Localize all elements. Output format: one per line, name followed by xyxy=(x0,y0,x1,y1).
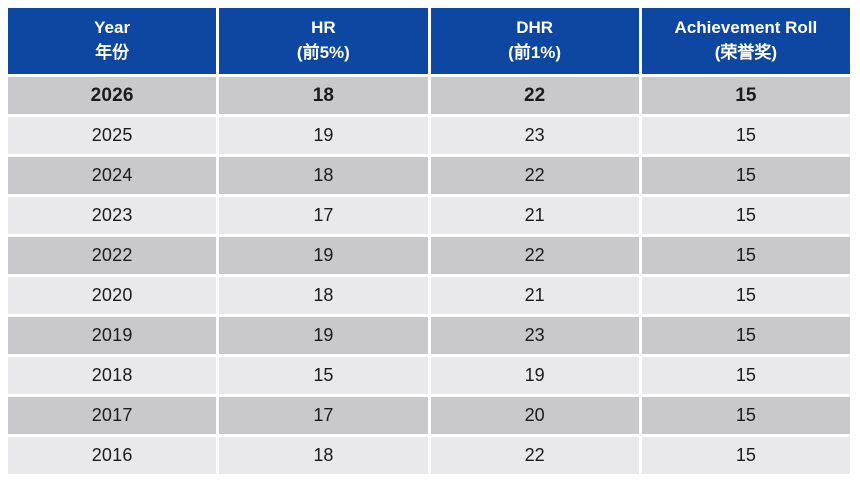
roll-cell: 15 xyxy=(641,237,850,274)
year-cell: 2016 xyxy=(8,437,217,474)
year-cell: 2026 xyxy=(8,77,217,114)
dhr-cell: 23 xyxy=(430,317,639,354)
dhr-cell: 21 xyxy=(430,277,639,314)
year-cell: 2024 xyxy=(8,157,217,194)
col-header-dhr-zh: (前1%) xyxy=(508,43,562,62)
roll-cell: 15 xyxy=(641,277,850,314)
col-header-year-en: Year xyxy=(94,18,131,38)
year-cell: 2019 xyxy=(8,317,217,354)
hr-cell: 17 xyxy=(219,397,428,434)
roll-cell: 15 xyxy=(641,397,850,434)
year-cell: 2017 xyxy=(8,397,217,434)
roll-cell: 15 xyxy=(641,317,850,354)
col-header-achievement-roll-en: Achievement Roll xyxy=(674,18,818,38)
hr-cell: 18 xyxy=(219,157,428,194)
roll-cell: 15 xyxy=(641,437,850,474)
table-row-2022: 2022 19 22 15 xyxy=(8,237,850,274)
col-header-hr: HR (前5%) xyxy=(219,8,428,74)
hr-cell: 19 xyxy=(219,237,428,274)
col-header-dhr-en: DHR xyxy=(516,18,554,38)
hr-cell: 15 xyxy=(219,357,428,394)
year-cell: 2022 xyxy=(8,237,217,274)
grade-table-header: Year 年份 HR (前5%) DHR (前1%) Achievement R… xyxy=(8,8,850,74)
col-header-achievement-roll-zh: (荣誉奖) xyxy=(714,43,778,62)
dhr-cell: 23 xyxy=(430,117,639,154)
table-row-2023: 2023 17 21 15 xyxy=(8,197,850,234)
hr-cell: 18 xyxy=(219,77,428,114)
dhr-cell: 22 xyxy=(430,437,639,474)
dhr-cell: 22 xyxy=(430,157,639,194)
col-header-hr-en: HR xyxy=(311,18,336,38)
grade-table-body: 2026 18 22 15 2025 19 23 15 2024 18 22 1… xyxy=(8,77,850,474)
roll-cell: 15 xyxy=(641,197,850,234)
dhr-cell: 19 xyxy=(430,357,639,394)
dhr-cell: 21 xyxy=(430,197,639,234)
hr-cell: 17 xyxy=(219,197,428,234)
year-cell: 2025 xyxy=(8,117,217,154)
hr-cell: 18 xyxy=(219,277,428,314)
grade-table: Year 年份 HR (前5%) DHR (前1%) Achievement R… xyxy=(5,5,853,477)
table-row-2019: 2019 19 23 15 xyxy=(8,317,850,354)
col-header-year-zh: 年份 xyxy=(95,43,130,62)
hr-cell: 18 xyxy=(219,437,428,474)
col-header-achievement-roll: Achievement Roll (荣誉奖) xyxy=(641,8,850,74)
roll-cell: 15 xyxy=(641,77,850,114)
hr-cell: 19 xyxy=(219,117,428,154)
dhr-cell: 20 xyxy=(430,397,639,434)
roll-cell: 15 xyxy=(641,117,850,154)
table-row-2016: 2016 18 22 15 xyxy=(8,437,850,474)
year-cell: 2020 xyxy=(8,277,217,314)
roll-cell: 15 xyxy=(641,357,850,394)
table-row-2025: 2025 19 23 15 xyxy=(8,117,850,154)
roll-cell: 15 xyxy=(641,157,850,194)
header-row: Year 年份 HR (前5%) DHR (前1%) Achievement R… xyxy=(8,8,850,74)
table-row-2020: 2020 18 21 15 xyxy=(8,277,850,314)
col-header-year: Year 年份 xyxy=(8,8,217,74)
dhr-cell: 22 xyxy=(430,237,639,274)
dhr-cell: 22 xyxy=(430,77,639,114)
col-header-dhr: DHR (前1%) xyxy=(430,8,639,74)
table-row-2018: 2018 15 19 15 xyxy=(8,357,850,394)
table-row-2017: 2017 17 20 15 xyxy=(8,397,850,434)
table-row-2024: 2024 18 22 15 xyxy=(8,157,850,194)
year-cell: 2023 xyxy=(8,197,217,234)
hr-cell: 19 xyxy=(219,317,428,354)
col-header-hr-zh: (前5%) xyxy=(296,43,350,62)
table-row-2026: 2026 18 22 15 xyxy=(8,77,850,114)
year-cell: 2018 xyxy=(8,357,217,394)
